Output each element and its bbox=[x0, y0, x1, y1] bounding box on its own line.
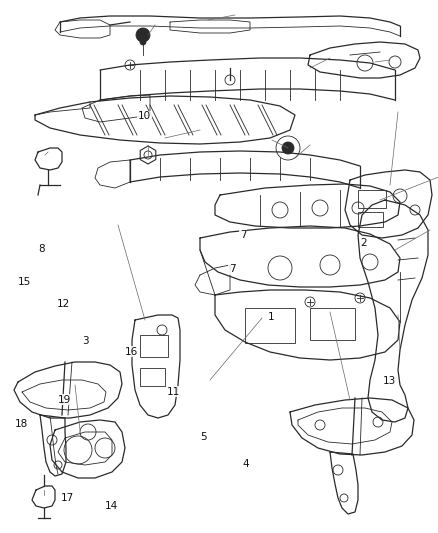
Circle shape bbox=[136, 28, 150, 42]
Text: 3: 3 bbox=[82, 336, 89, 346]
Text: 10: 10 bbox=[138, 111, 151, 121]
Text: 14: 14 bbox=[105, 502, 118, 511]
Text: 11: 11 bbox=[166, 387, 180, 397]
Text: 7: 7 bbox=[240, 230, 247, 239]
Text: 1: 1 bbox=[268, 312, 275, 322]
Text: 16: 16 bbox=[125, 347, 138, 357]
Bar bbox=[245, 308, 295, 343]
Bar bbox=[358, 190, 386, 208]
Bar bbox=[140, 368, 165, 386]
Text: 12: 12 bbox=[57, 299, 70, 309]
Circle shape bbox=[140, 39, 146, 45]
Text: 15: 15 bbox=[18, 278, 31, 287]
Text: 5: 5 bbox=[200, 432, 207, 442]
Text: 17: 17 bbox=[61, 494, 74, 503]
Bar bbox=[358, 212, 383, 227]
Bar bbox=[310, 308, 355, 340]
Text: 2: 2 bbox=[360, 238, 367, 247]
Text: 4: 4 bbox=[242, 459, 249, 469]
Bar bbox=[140, 335, 168, 357]
Text: 18: 18 bbox=[15, 419, 28, 429]
Text: 13: 13 bbox=[382, 376, 396, 386]
Text: 7: 7 bbox=[229, 264, 236, 274]
Circle shape bbox=[282, 142, 294, 154]
Text: 19: 19 bbox=[58, 395, 71, 405]
Text: 8: 8 bbox=[38, 245, 45, 254]
